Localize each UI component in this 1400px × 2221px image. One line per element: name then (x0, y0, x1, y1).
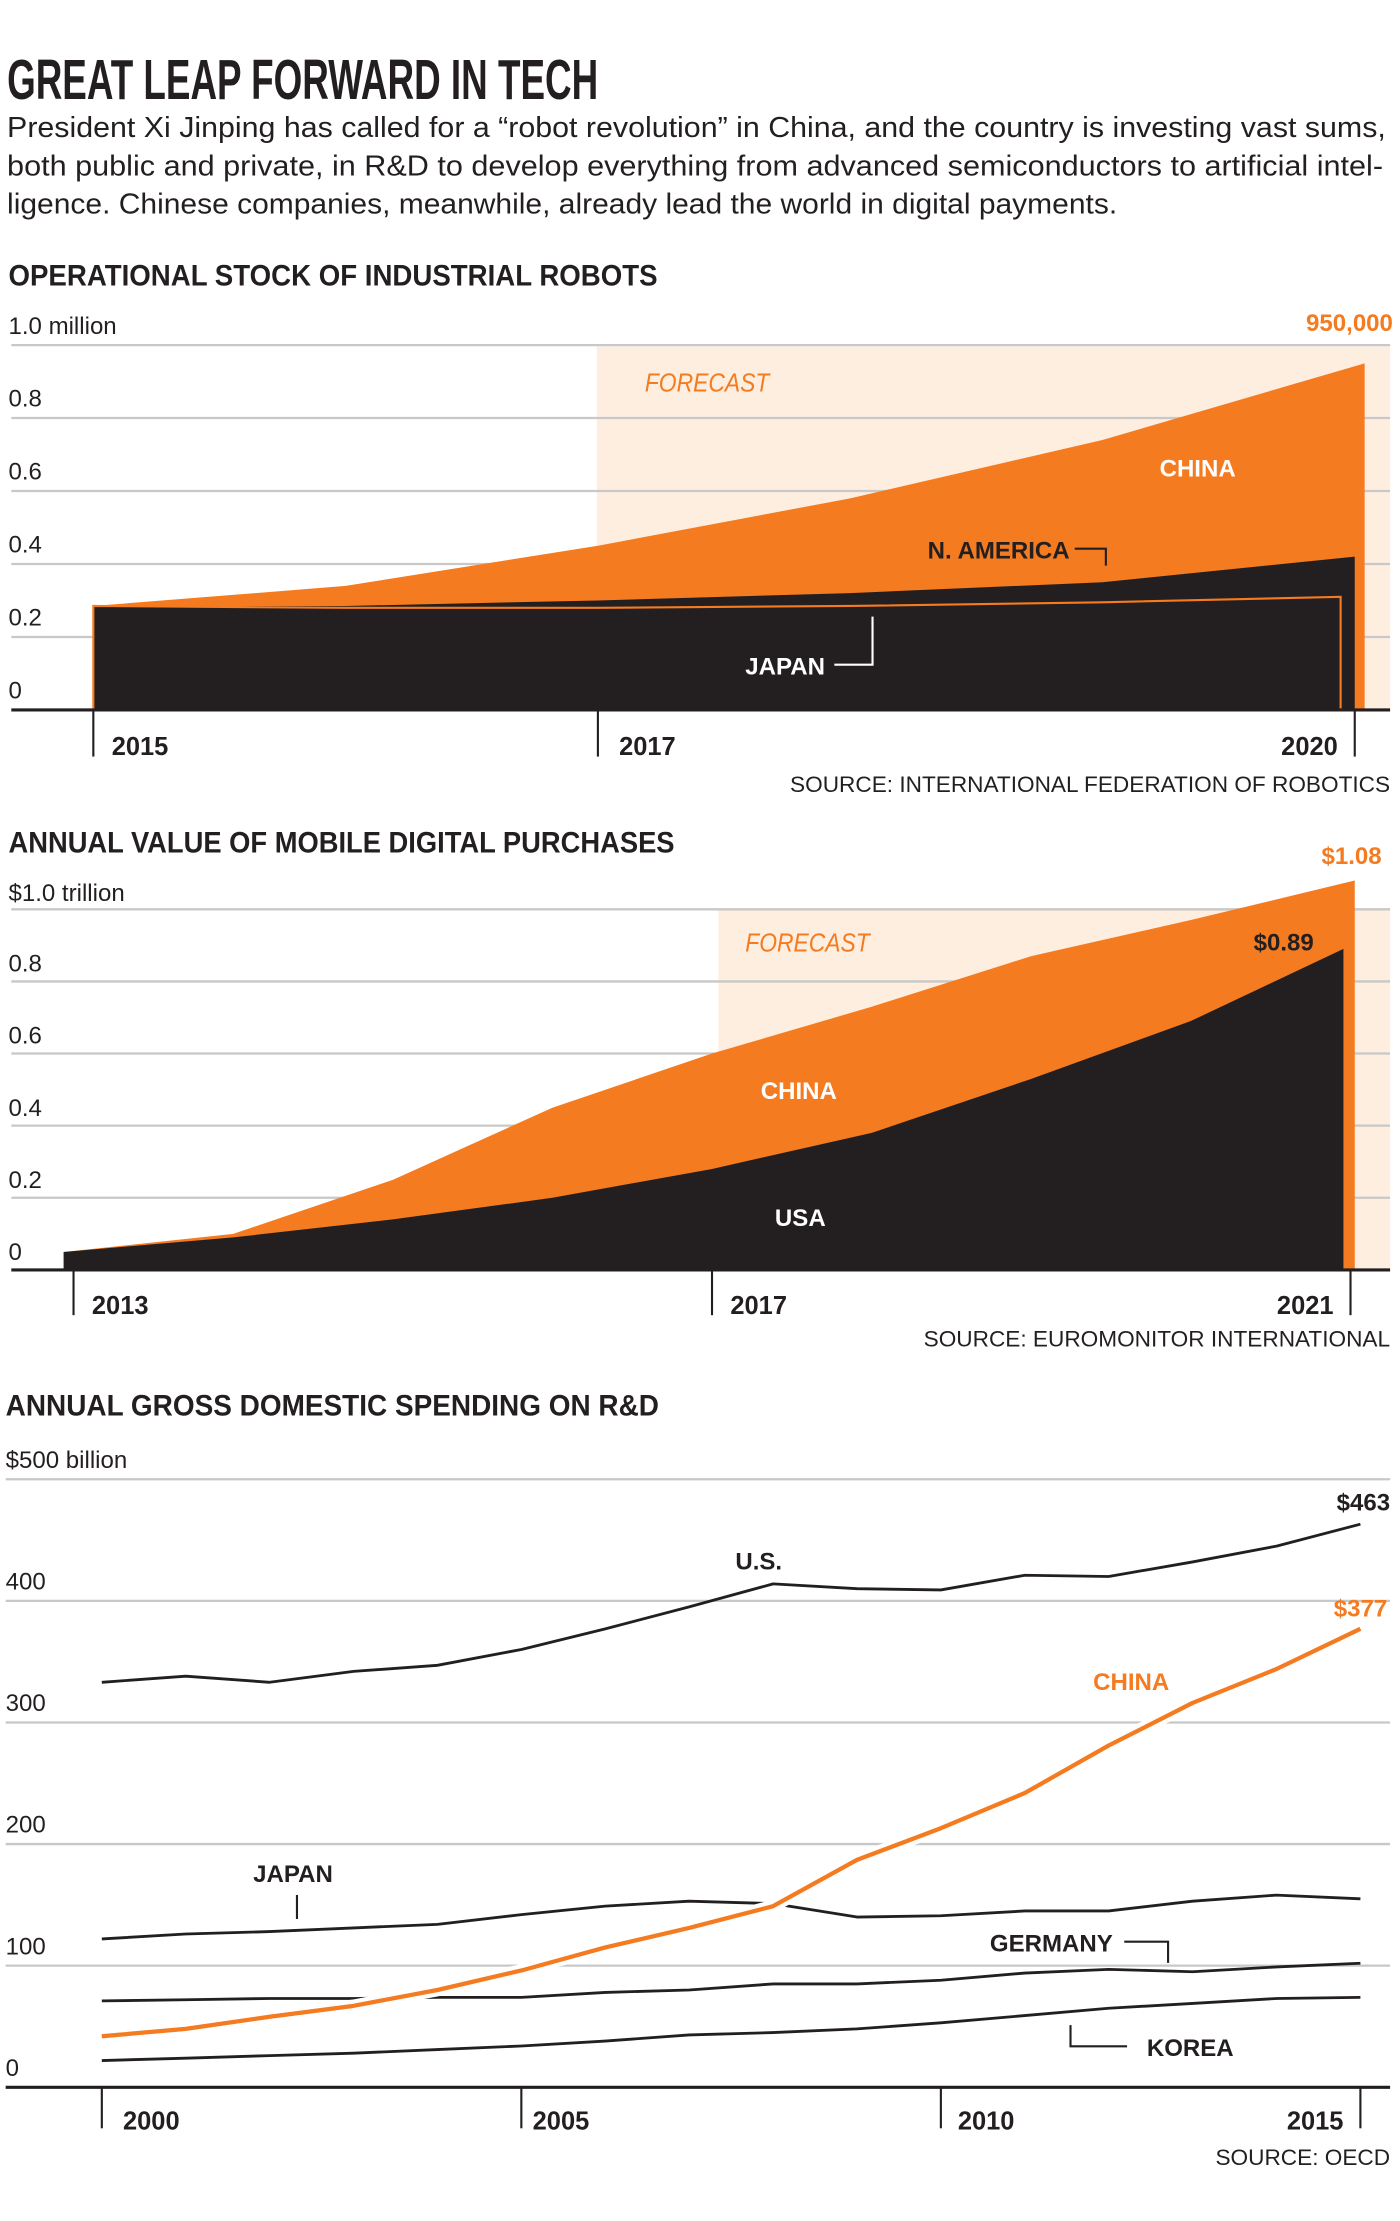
series-label-china: CHINA (1160, 456, 1236, 483)
area-japan (92, 595, 1342, 711)
x-tick-label: 2017 (619, 733, 676, 761)
series-label-us: U.S. (735, 1549, 782, 1576)
y-tick-label: 0.8 (8, 386, 41, 413)
korea-leader-line (1069, 2025, 1128, 2048)
intro-line-1: President Xi Jinping has called for a “r… (7, 111, 1386, 143)
line-halo-china (101, 1623, 1364, 2043)
us-end-value-label: $463 (1337, 1489, 1390, 1516)
line-u-s (101, 1522, 1361, 1684)
y-tick-label: 0.2 (8, 605, 41, 632)
forecast-label: FORECAST (745, 930, 872, 958)
y-tick-label: 0 (6, 2055, 19, 2082)
x-tick-label: 2021 (1277, 1292, 1334, 1320)
series-label-china: CHINA (1093, 1669, 1169, 1696)
y-tick-label: 0.4 (8, 1095, 41, 1122)
x-tick-label: 2015 (1287, 2108, 1344, 2136)
y-tick-label: 0 (8, 1239, 21, 1266)
page-title: GREAT LEAP FORWARD IN TECH (7, 48, 598, 111)
n-america-leader-line (1074, 547, 1107, 566)
y-tick-label: 0 (8, 678, 21, 705)
robots-chart-title: OPERATIONAL STOCK OF INDUSTRIAL ROBOTS (8, 260, 657, 293)
robots-chart: OPERATIONAL STOCK OF INDUSTRIAL ROBOTS 0… (8, 260, 1392, 797)
y-tick-label: 0.8 (8, 951, 41, 978)
x-tick-label: 2013 (92, 1292, 149, 1320)
y-tick-label: 200 (6, 1812, 46, 1839)
germany-leader-line (1124, 1940, 1170, 1963)
usa-end-value-label: $0.89 (1254, 929, 1314, 956)
series-label-usa: USA (775, 1205, 826, 1232)
series-label-japan: JAPAN (253, 1861, 333, 1888)
forecast-label: FORECAST (645, 370, 772, 398)
series-label-japan: JAPAN (745, 654, 825, 681)
series-label-korea: KOREA (1147, 2035, 1234, 2062)
y-tick-label: 0.6 (8, 1023, 41, 1050)
line-korea (101, 1995, 1361, 2062)
y-axis-unit-label: $500 billion (6, 1447, 128, 1474)
y-tick-label: 0.4 (8, 532, 41, 559)
x-tick-label: 2005 (533, 2108, 590, 2136)
series-label-china: CHINA (761, 1078, 837, 1105)
china-end-value-label: 950,000 (1306, 310, 1393, 337)
mobile-chart-title: ANNUAL VALUE OF MOBILE DIGITAL PURCHASES (8, 827, 674, 860)
line-japan (101, 1893, 1361, 1941)
china-end-value-label: $1.08 (1321, 843, 1381, 870)
x-tick-label: 2020 (1281, 733, 1338, 761)
x-tick-label: 2015 (112, 733, 169, 761)
y-axis-unit-label: 1.0 million (8, 313, 116, 340)
source-note: SOURCE: OECD (1215, 2145, 1390, 2170)
line-china (101, 1626, 1362, 2039)
line-germany (101, 1961, 1361, 2003)
y-tick-label: 0.2 (8, 1167, 41, 1194)
y-tick-label: 0.6 (8, 459, 41, 486)
source-note: SOURCE: INTERNATIONAL FEDERATION OF ROBO… (790, 772, 1390, 797)
rd-chart-title: ANNUAL GROSS DOMESTIC SPENDING ON R&D (6, 1390, 659, 1423)
source-note: SOURCE: EUROMONITOR INTERNATIONAL (924, 1326, 1390, 1351)
area-usa (63, 948, 1344, 1270)
china-end-value-label: $377 (1334, 1595, 1387, 1622)
y-tick-label: 300 (6, 1690, 46, 1717)
intro-line-2: both public and private, in R&D to devel… (7, 149, 1383, 181)
y-axis-unit-label: $1.0 trillion (8, 880, 124, 907)
x-tick-label: 2010 (958, 2108, 1015, 2136)
x-tick-label: 2017 (730, 1292, 787, 1320)
rd-spending-chart: ANNUAL GROSS DOMESTIC SPENDING ON R&D 0 1… (6, 1390, 1391, 2170)
intro-line-3: ligence. Chinese companies, meanwhile, a… (7, 188, 1117, 220)
series-label-n-america: N. AMERICA (928, 538, 1070, 565)
series-label-germany: GERMANY (990, 1931, 1113, 1958)
y-tick-label: 100 (6, 1933, 46, 1960)
japan-leader-line (834, 616, 874, 666)
x-tick-label: 2000 (123, 2108, 180, 2136)
y-tick-label: 400 (6, 1569, 46, 1596)
mobile-purchases-chart: ANNUAL VALUE OF MOBILE DIGITAL PURCHASES… (8, 827, 1391, 1351)
